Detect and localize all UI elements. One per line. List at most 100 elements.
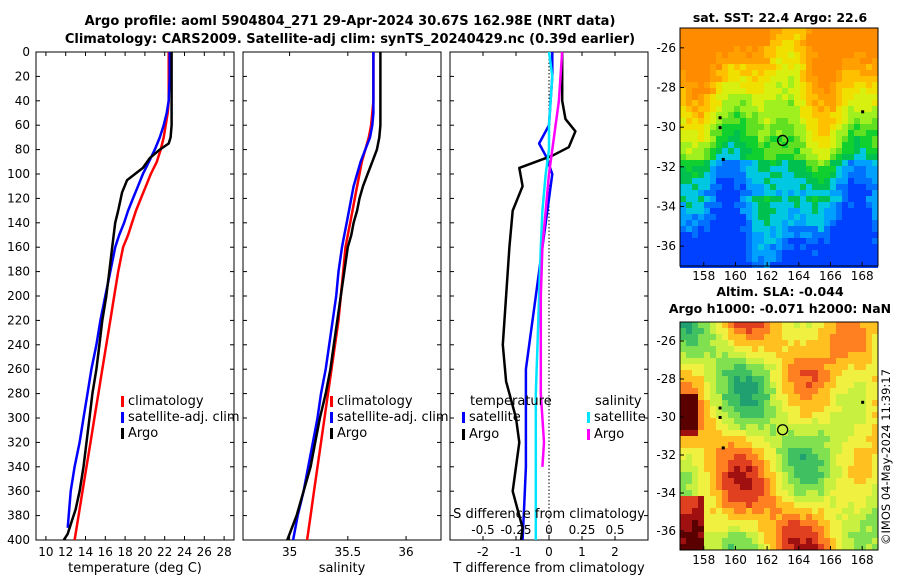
map-x-tick-label: 162 <box>756 269 779 283</box>
y-tick-label: 320 <box>7 435 30 449</box>
x-tick-label: -2 <box>477 545 489 559</box>
top-axis-label: S difference from climatology <box>453 507 645 522</box>
legend-diff-sal-argo: Argo <box>594 427 624 442</box>
map-x-tick-label: 166 <box>819 553 842 567</box>
map-y-tick-label: -26 <box>656 41 676 55</box>
legend-diff-temp-sat-swatch <box>462 412 465 423</box>
map-x-tick-label: 166 <box>819 269 842 283</box>
map-x-tick-label: 164 <box>787 269 810 283</box>
legend-diff-temp-sat: satellite <box>469 410 521 425</box>
legend-sal-2: Argo <box>337 426 367 441</box>
sst-map-grid <box>680 28 878 268</box>
y-tick-label: 0 <box>22 45 30 59</box>
y-tick-label: 340 <box>7 460 30 474</box>
x-tick-label: 12 <box>58 545 73 559</box>
y-tick-label: 260 <box>7 362 30 376</box>
island-dot <box>721 446 725 450</box>
map-x-tick-label: 158 <box>692 269 715 283</box>
top-axis-tick-label: -0.25 <box>500 523 531 537</box>
legend-sal-1: satellite-adj. clim <box>337 410 449 425</box>
x-tick-label: 10 <box>38 545 53 559</box>
sst-map-title: sat. SST: 22.4 Argo: 22.6 <box>692 10 868 25</box>
map-y-tick-label: -32 <box>656 160 676 174</box>
sla-map-subtitle: Argo h1000: -0.071 h2000: NaN <box>668 301 892 316</box>
map-x-tick-label: 164 <box>787 553 810 567</box>
x-tick-label: 1 <box>578 545 586 559</box>
x-tick-label: 14 <box>78 545 93 559</box>
sst-map-argo-marker <box>776 134 789 147</box>
x-tick-label: 18 <box>117 545 132 559</box>
map-y-tick-label: -28 <box>656 372 676 386</box>
y-tick-label: 300 <box>7 411 30 425</box>
legend-sal-0-swatch <box>330 396 333 407</box>
legend-temp-2: Argo <box>128 426 158 441</box>
series-line-t-argo <box>501 52 577 541</box>
x-axis-label: salinity <box>319 561 366 576</box>
map-x-tick-label: 162 <box>756 553 779 567</box>
legend-diff-sal-title: salinity <box>595 394 642 409</box>
x-tick-label: 0 <box>545 545 553 559</box>
top-axis-tick-label: 0.25 <box>569 523 596 537</box>
series-line-s-argo <box>539 51 564 467</box>
series-line-satellite-adj.-clim <box>291 52 375 541</box>
legend-temp-1-swatch <box>121 412 124 423</box>
island-dot <box>718 126 722 130</box>
y-tick-label: 160 <box>7 240 30 254</box>
legend-temp-0: climatology <box>128 394 204 409</box>
x-tick-label: 24 <box>177 545 192 559</box>
map-y-tick-label: -36 <box>656 239 676 253</box>
island-dot <box>718 406 722 410</box>
legend-diff-temp-argo: Argo <box>469 427 499 442</box>
x-tick-label: 36 <box>398 545 413 559</box>
y-tick-label: 360 <box>7 484 30 498</box>
map-y-tick-label: -30 <box>656 410 676 424</box>
island-dot <box>721 157 725 161</box>
legend-diff-sal-sat: satellite <box>594 410 646 425</box>
legend-temp-1: satellite-adj. clim <box>128 410 240 425</box>
x-axis-label: T difference from climatology <box>452 561 645 576</box>
series-line-satellite-adj.-clim <box>66 52 171 528</box>
sla-map-title: Altim. SLA: -0.044 <box>716 284 844 299</box>
series-line-s-satellite <box>534 51 554 540</box>
y-tick-label: 280 <box>7 387 30 401</box>
legend-sal-2-swatch <box>330 428 333 439</box>
map-x-tick-label: 160 <box>724 553 747 567</box>
y-tick-label: 100 <box>7 167 30 181</box>
x-tick-label: 16 <box>98 545 113 559</box>
y-tick-label: 120 <box>7 191 30 205</box>
legend-temp-0-swatch <box>121 396 124 407</box>
island-dot <box>718 116 722 120</box>
island-dot <box>861 400 865 404</box>
series-line-argo <box>286 52 382 541</box>
y-tick-label: 380 <box>7 509 30 523</box>
x-tick-label: -1 <box>510 545 522 559</box>
x-axis-label: temperature (deg C) <box>68 561 202 576</box>
map-y-tick-label: -34 <box>656 486 676 500</box>
legend-sal-0: climatology <box>337 394 413 409</box>
y-tick-label: 180 <box>7 265 30 279</box>
island-dot <box>718 416 722 419</box>
sla-map-argo-marker <box>776 424 789 436</box>
map-x-tick-label: 158 <box>692 553 715 567</box>
plot-title-line1: Argo profile: aoml 5904804_271 29-Apr-20… <box>84 14 616 29</box>
x-tick-label: 22 <box>157 545 172 559</box>
y-tick-label: 240 <box>7 338 30 352</box>
y-tick-label: 20 <box>15 69 30 83</box>
y-tick-label: 60 <box>15 118 30 132</box>
legend-diff-temp-title: temperature <box>470 394 552 409</box>
plot-title-line2: Climatology: CARS2009. Satellite-adj cli… <box>64 32 636 47</box>
top-axis-tick-label: 0.5 <box>605 523 624 537</box>
top-axis-tick-label: -0.5 <box>471 523 494 537</box>
map-y-tick-label: -34 <box>656 200 676 214</box>
map-y-tick-label: -36 <box>656 524 676 538</box>
x-tick-label: 26 <box>197 545 212 559</box>
map-y-tick-label: -32 <box>656 448 676 462</box>
map-y-tick-label: -26 <box>656 334 676 348</box>
series-line-argo <box>62 52 173 541</box>
sla-map-frame <box>679 321 879 551</box>
sla-map-grid <box>680 322 878 550</box>
map-y-tick-label: -28 <box>656 81 676 95</box>
y-tick-label: 80 <box>15 143 30 157</box>
legend-temp-2-swatch <box>121 428 124 439</box>
